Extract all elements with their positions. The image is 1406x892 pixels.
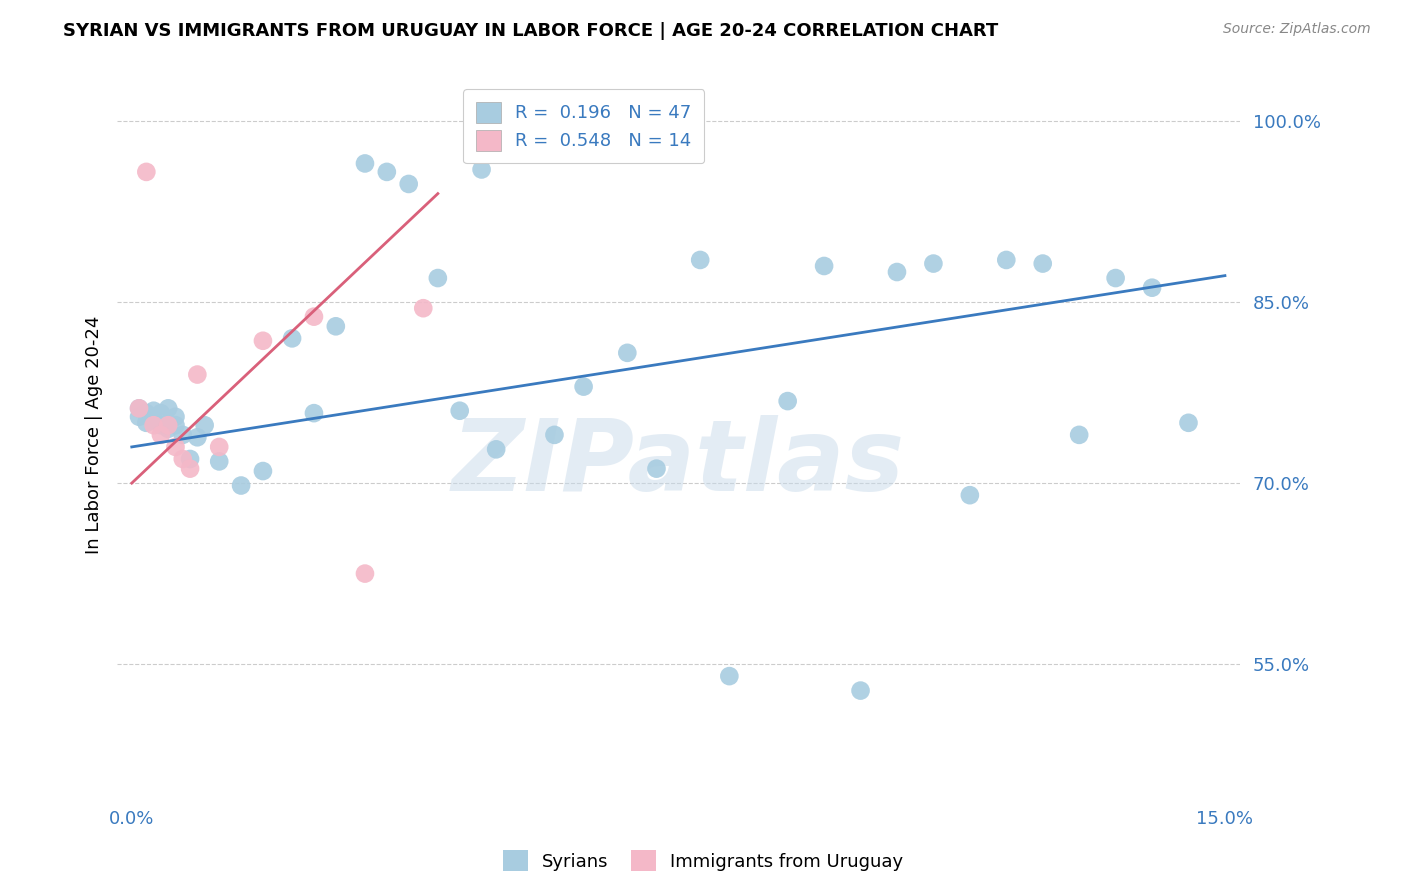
Point [179, 452, 201, 467]
Point [157, 401, 180, 416]
Point [128, 409, 150, 424]
Point [194, 418, 217, 433]
Point [813, 259, 835, 273]
Point [375, 165, 398, 179]
Point [229, 478, 252, 492]
Point [135, 165, 157, 179]
Point [776, 394, 799, 409]
Point [208, 454, 231, 468]
Point [572, 379, 595, 393]
Point [1177, 416, 1199, 430]
Point [1069, 428, 1091, 442]
Point [252, 464, 274, 478]
Point [471, 162, 494, 177]
Text: ZIPatlas: ZIPatlas [451, 416, 905, 512]
Point [1032, 256, 1054, 270]
Point [886, 265, 908, 279]
Point [186, 430, 208, 444]
Point [1104, 271, 1126, 285]
Point [179, 461, 201, 475]
Point [142, 403, 165, 417]
Point [208, 440, 231, 454]
Point [172, 428, 194, 442]
Point [995, 252, 1018, 267]
Point [1140, 281, 1163, 295]
Point [616, 346, 638, 360]
Point [449, 403, 471, 417]
Point [165, 418, 187, 433]
Point [149, 428, 172, 442]
Legend: Syrians, Immigrants from Uruguay: Syrians, Immigrants from Uruguay [495, 843, 911, 879]
Point [135, 416, 157, 430]
Point [354, 566, 377, 581]
Point [165, 440, 187, 454]
Point [149, 418, 172, 433]
Text: Source: ZipAtlas.com: Source: ZipAtlas.com [1223, 22, 1371, 37]
Point [157, 418, 180, 433]
Point [645, 461, 668, 475]
Point [302, 406, 325, 420]
Point [252, 334, 274, 348]
Point [172, 452, 194, 467]
Point [142, 418, 165, 433]
Point [426, 271, 449, 285]
Point [354, 156, 377, 170]
Point [718, 669, 741, 683]
Point [849, 683, 872, 698]
Point [302, 310, 325, 324]
Point [186, 368, 208, 382]
Point [157, 422, 180, 436]
Point [689, 252, 711, 267]
Point [325, 319, 347, 334]
Text: SYRIAN VS IMMIGRANTS FROM URUGUAY IN LABOR FORCE | AGE 20-24 CORRELATION CHART: SYRIAN VS IMMIGRANTS FROM URUGUAY IN LAB… [63, 22, 998, 40]
Point [142, 413, 165, 427]
Point [412, 301, 434, 316]
Point [281, 331, 304, 345]
Point [959, 488, 981, 502]
Point [922, 256, 945, 270]
Point [149, 406, 172, 420]
Point [165, 409, 187, 424]
Point [128, 401, 150, 416]
Legend: R =  0.196   N = 47, R =  0.548   N = 14: R = 0.196 N = 47, R = 0.548 N = 14 [463, 89, 704, 163]
Point [128, 401, 150, 416]
Point [398, 177, 420, 191]
Y-axis label: In Labor Force | Age 20-24: In Labor Force | Age 20-24 [86, 316, 103, 554]
Point [543, 428, 565, 442]
Point [135, 406, 157, 420]
Point [485, 442, 508, 457]
